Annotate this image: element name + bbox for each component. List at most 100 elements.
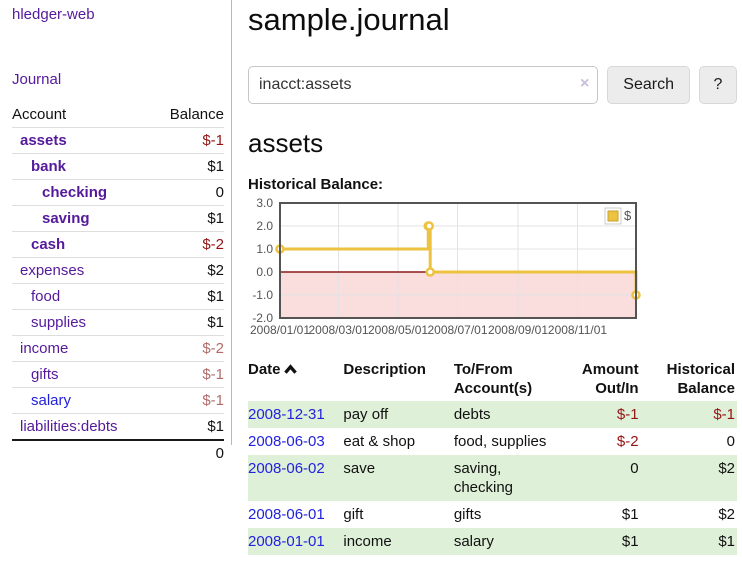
svg-text:1.0: 1.0 bbox=[256, 242, 273, 256]
main-content: sample.journal × Search ? assets Histori… bbox=[248, 0, 737, 555]
account-row-expenses: expenses $2 bbox=[12, 257, 224, 284]
accounts-header-row: Account Balance bbox=[12, 102, 224, 128]
svg-text:3.0: 3.0 bbox=[256, 196, 273, 210]
register-row: 2008-12-31 pay off debts $-1 $-1 bbox=[248, 401, 737, 428]
chart-title: Historical Balance: bbox=[248, 176, 384, 193]
register-row: 2008-06-02 save saving, checking 0 $2 bbox=[248, 455, 737, 501]
search-input[interactable] bbox=[248, 66, 599, 104]
register-row: 2008-06-01 gift gifts $1 $2 bbox=[248, 501, 737, 528]
account-link-food[interactable]: food bbox=[31, 288, 61, 305]
account-row-income: income $-2 bbox=[12, 335, 224, 362]
clear-search-icon[interactable]: × bbox=[579, 75, 590, 92]
transaction-date-link[interactable]: 2008-12-31 bbox=[248, 406, 325, 423]
sort-up-icon bbox=[283, 361, 297, 380]
balance-chart-svg: 3.0 2.0 1.0 0.0 -1.0 -2.02008/01/012008/03/01… bbox=[250, 196, 641, 337]
svg-text:$: $ bbox=[624, 208, 632, 223]
register-header-amount: Amount Out/In bbox=[581, 361, 639, 397]
transaction-date-link[interactable]: 2008-06-01 bbox=[248, 506, 325, 523]
register-header-date[interactable]: Date bbox=[248, 357, 343, 401]
register-table: Date Description To/From Account(s) Amou… bbox=[248, 357, 737, 555]
account-balance-checking: 0 bbox=[152, 179, 224, 206]
svg-text:2008/11/01: 2008/11/01 bbox=[548, 323, 607, 337]
account-row-liabilities-debts: liabilities:debts $1 bbox=[12, 413, 224, 440]
accounts-table: Account Balance assets $-1 bank $1 check… bbox=[12, 102, 224, 466]
transaction-date-link[interactable]: 2008-01-01 bbox=[248, 533, 325, 550]
transaction-balance: 0 bbox=[726, 433, 735, 450]
page-title: sample.journal bbox=[248, 2, 450, 37]
register-header-row: Date Description To/From Account(s) Amou… bbox=[248, 357, 737, 401]
account-row-gifts: gifts $-1 bbox=[12, 361, 224, 388]
register-header-date-label: Date bbox=[248, 361, 281, 378]
svg-text:2008/01/01: 2008/01/01 bbox=[250, 323, 310, 337]
help-button[interactable]: ? bbox=[699, 66, 737, 104]
transaction-date-link[interactable]: 2008-06-03 bbox=[248, 433, 325, 450]
account-balance-bank: $1 bbox=[152, 153, 224, 180]
account-link-saving[interactable]: saving bbox=[42, 210, 90, 227]
transaction-amount: $1 bbox=[621, 506, 639, 523]
accounts-total-row: 0 bbox=[12, 439, 224, 466]
transaction-description: pay off bbox=[343, 406, 389, 423]
svg-text:-2.0: -2.0 bbox=[252, 311, 273, 325]
transaction-accounts: food, supplies bbox=[453, 433, 547, 450]
account-link-assets[interactable]: assets bbox=[20, 132, 67, 149]
svg-text:2.0: 2.0 bbox=[256, 219, 273, 233]
account-link-bank[interactable]: bank bbox=[31, 158, 67, 175]
transaction-accounts: gifts bbox=[453, 506, 482, 523]
accounts-header-balance: Balance bbox=[152, 102, 224, 128]
transaction-balance: $1 bbox=[718, 533, 735, 550]
account-link-checking[interactable]: checking bbox=[42, 184, 108, 201]
account-row-saving: saving $1 bbox=[12, 205, 224, 232]
app-brand-link[interactable]: hledger-web bbox=[12, 6, 95, 23]
transaction-accounts: salary bbox=[453, 533, 494, 550]
account-row-food: food $1 bbox=[12, 283, 224, 310]
account-link-salary[interactable]: salary bbox=[31, 392, 72, 409]
sidebar-item-journal[interactable]: Journal bbox=[12, 71, 62, 88]
transaction-accounts: debts bbox=[453, 406, 491, 423]
svg-text:2008/05/01: 2008/05/01 bbox=[368, 323, 428, 337]
account-link-income[interactable]: income bbox=[20, 340, 69, 357]
account-link-liabilities-debts[interactable]: liabilities:debts bbox=[20, 418, 118, 435]
svg-text:2008/07/01: 2008/07/01 bbox=[427, 323, 487, 337]
account-link-supplies[interactable]: supplies bbox=[31, 314, 87, 331]
transaction-description: income bbox=[343, 533, 392, 550]
account-link-cash[interactable]: cash bbox=[31, 236, 66, 253]
account-balance-gifts: $-1 bbox=[152, 361, 224, 388]
transaction-date-link[interactable]: 2008-06-02 bbox=[248, 460, 325, 477]
account-link-gifts[interactable]: gifts bbox=[31, 366, 59, 383]
account-row-checking: checking 0 bbox=[12, 179, 224, 206]
transaction-accounts: saving, checking bbox=[453, 460, 514, 496]
account-balance-cash: $-2 bbox=[152, 231, 224, 258]
register-header-accounts: To/From Account(s) bbox=[453, 361, 533, 397]
transaction-balance: $2 bbox=[718, 506, 735, 523]
account-balance-income: $-2 bbox=[152, 335, 224, 362]
account-balance-salary: $-1 bbox=[152, 387, 224, 414]
transaction-amount: $-2 bbox=[616, 433, 639, 450]
accounts-total: 0 bbox=[152, 439, 224, 466]
transaction-balance: $-1 bbox=[713, 406, 735, 423]
transaction-description: gift bbox=[343, 506, 364, 523]
transaction-balance: $2 bbox=[718, 460, 735, 477]
balance-chart: 3.0 2.0 1.0 0.0 -1.0 -2.0 2008/01/01 2008/03/01… bbox=[248, 196, 737, 341]
register-header-description: Description bbox=[343, 361, 426, 378]
account-balance-liabilities-debts: $1 bbox=[152, 413, 224, 440]
account-balance-food: $1 bbox=[152, 283, 224, 310]
account-row-bank: bank $1 bbox=[12, 153, 224, 180]
search-button[interactable]: Search bbox=[607, 66, 690, 104]
account-balance-assets: $-1 bbox=[202, 132, 224, 149]
svg-text:2008/03/01: 2008/03/01 bbox=[308, 323, 368, 337]
svg-text:2008/09/01: 2008/09/01 bbox=[488, 323, 548, 337]
account-row-salary: salary $-1 bbox=[12, 387, 224, 414]
account-row-assets: assets $-1 bbox=[12, 128, 224, 154]
account-heading: assets bbox=[248, 128, 324, 158]
transaction-description: eat & shop bbox=[343, 433, 416, 450]
sidebar: hledger-web Journal Account Balance asse… bbox=[0, 0, 232, 466]
transaction-amount: 0 bbox=[630, 460, 639, 477]
register-row: 2008-06-03 eat & shop food, supplies $-2… bbox=[248, 428, 737, 455]
transaction-amount: $-1 bbox=[616, 406, 639, 423]
account-row-supplies: supplies $1 bbox=[12, 309, 224, 336]
svg-text:0.0: 0.0 bbox=[256, 265, 273, 279]
svg-text:-1.0: -1.0 bbox=[252, 288, 273, 302]
register-row: 2008-01-01 income salary $1 $1 bbox=[248, 528, 737, 555]
transaction-description: save bbox=[343, 460, 376, 477]
account-link-expenses[interactable]: expenses bbox=[20, 262, 85, 279]
